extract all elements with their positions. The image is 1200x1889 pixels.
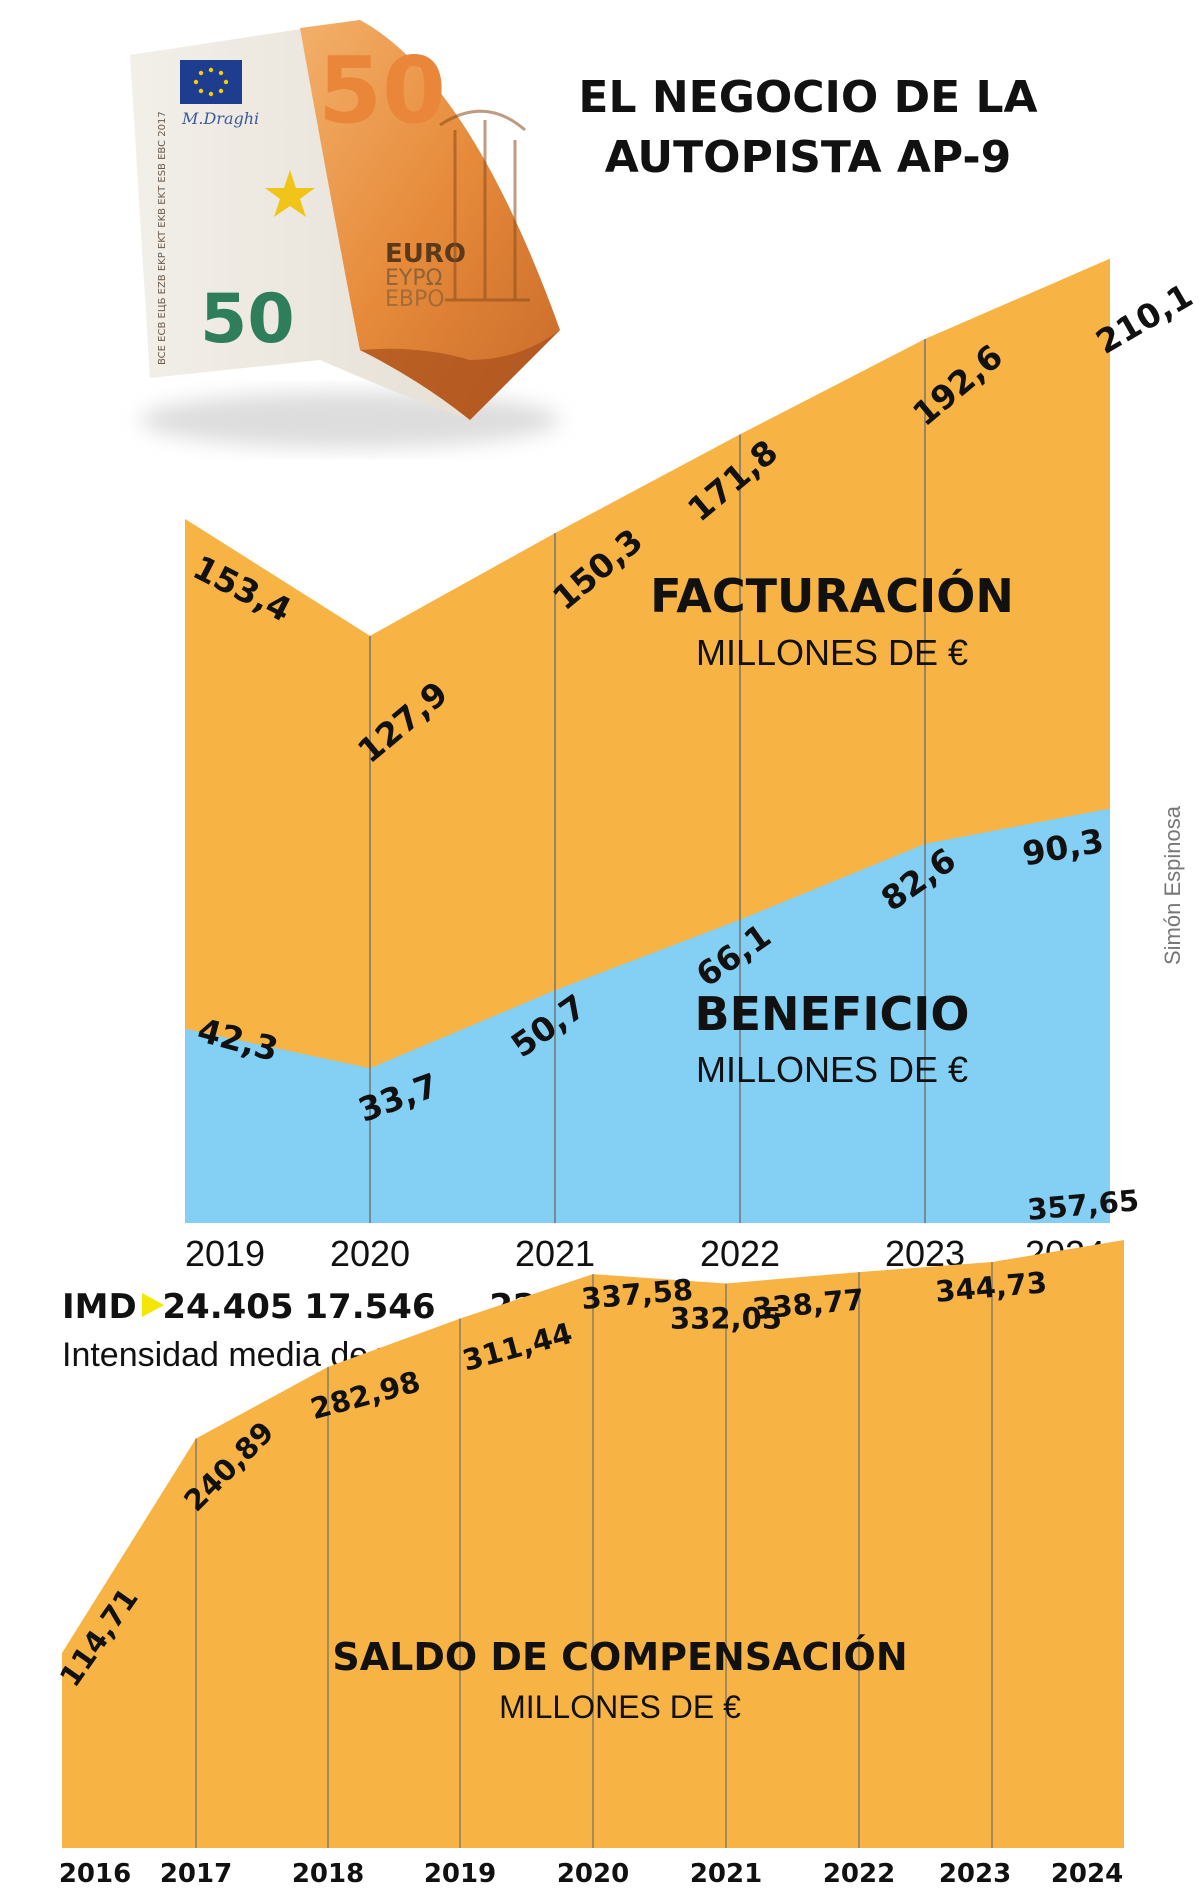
banknote-side-text: BCE ECB ЕЦБ EZB EKP EKT EKB ΕΚΤ ESB EBC … [157,111,168,365]
imd-value: 17.546 [304,1287,435,1327]
year-label: 2021 [515,1233,595,1274]
year-label: 2016 [59,1859,131,1889]
banknote-cyrillic-text: ΕΒΡΟ [385,287,445,312]
arrow-right-icon [142,1293,164,1317]
title-line-1: EL NEGOCIO DE LA [578,72,1037,123]
banknote-denomination-large: 50 [318,37,446,144]
eu-flag-icon [180,60,242,104]
banknote-denomination-small: 50 [200,280,295,359]
year-label: 2023 [939,1859,1011,1889]
year-label: 2019 [424,1859,496,1889]
year-label: 2022 [700,1233,780,1274]
saldo-compensacion-chart: 114,71240,89282,98311,44337,58332,05338,… [53,1183,1141,1889]
euro-banknote-illustration: 50 50 EURO ΕΥΡΩ ΕΒΡΟ M.Draghi BCE ECB ЕЦ… [130,20,560,448]
banknote-euro-text: EURO [385,239,466,269]
banknote-shadow [140,392,560,448]
banknote-window-drawing [439,109,530,302]
year-label: 2021 [690,1859,762,1889]
saldo-unit: MILLONES DE € [499,1689,741,1725]
banknote-greek-text: ΕΥΡΩ [385,266,442,291]
imd-value: 24.405 [162,1287,293,1327]
banknote-signature: M.Draghi [181,109,259,128]
year-label: 2019 [185,1233,265,1274]
facturacion-unit: MILLONES DE € [696,632,968,673]
year-label: 2020 [557,1859,629,1889]
year-label: 2022 [823,1859,895,1889]
top-chart-gridlines [369,338,926,1223]
title-line-2: AUTOPISTA AP-9 [605,132,1012,183]
beneficio-series-title: BENEFICIO [695,987,970,1041]
bottom-chart-year-labels: 2016 2017 2018 2019 2020 2021 2022 2023 2024 [59,1859,1123,1889]
saldo-series-title: SALDO DE COMPENSACIÓN [332,1635,907,1679]
photo-credit: Simón Espinosa [1160,805,1185,965]
facturacion-series-title: FACTURACIÓN [650,569,1014,623]
saldo-value-label: 332,05 [670,1302,782,1336]
beneficio-unit: MILLONES DE € [696,1049,968,1090]
banknote-curl [360,330,560,420]
imd-label: IMD [62,1287,137,1327]
year-label: 2020 [330,1233,410,1274]
star-icon [265,170,315,217]
banknote-orange-print [300,20,560,420]
eu-stars-icon [193,67,229,97]
bottom-chart-gridlines [195,1261,993,1848]
year-label: 2017 [160,1859,232,1889]
year-label: 2018 [292,1859,364,1889]
year-label: 2024 [1051,1859,1123,1889]
beneficio-area [185,808,1110,1223]
